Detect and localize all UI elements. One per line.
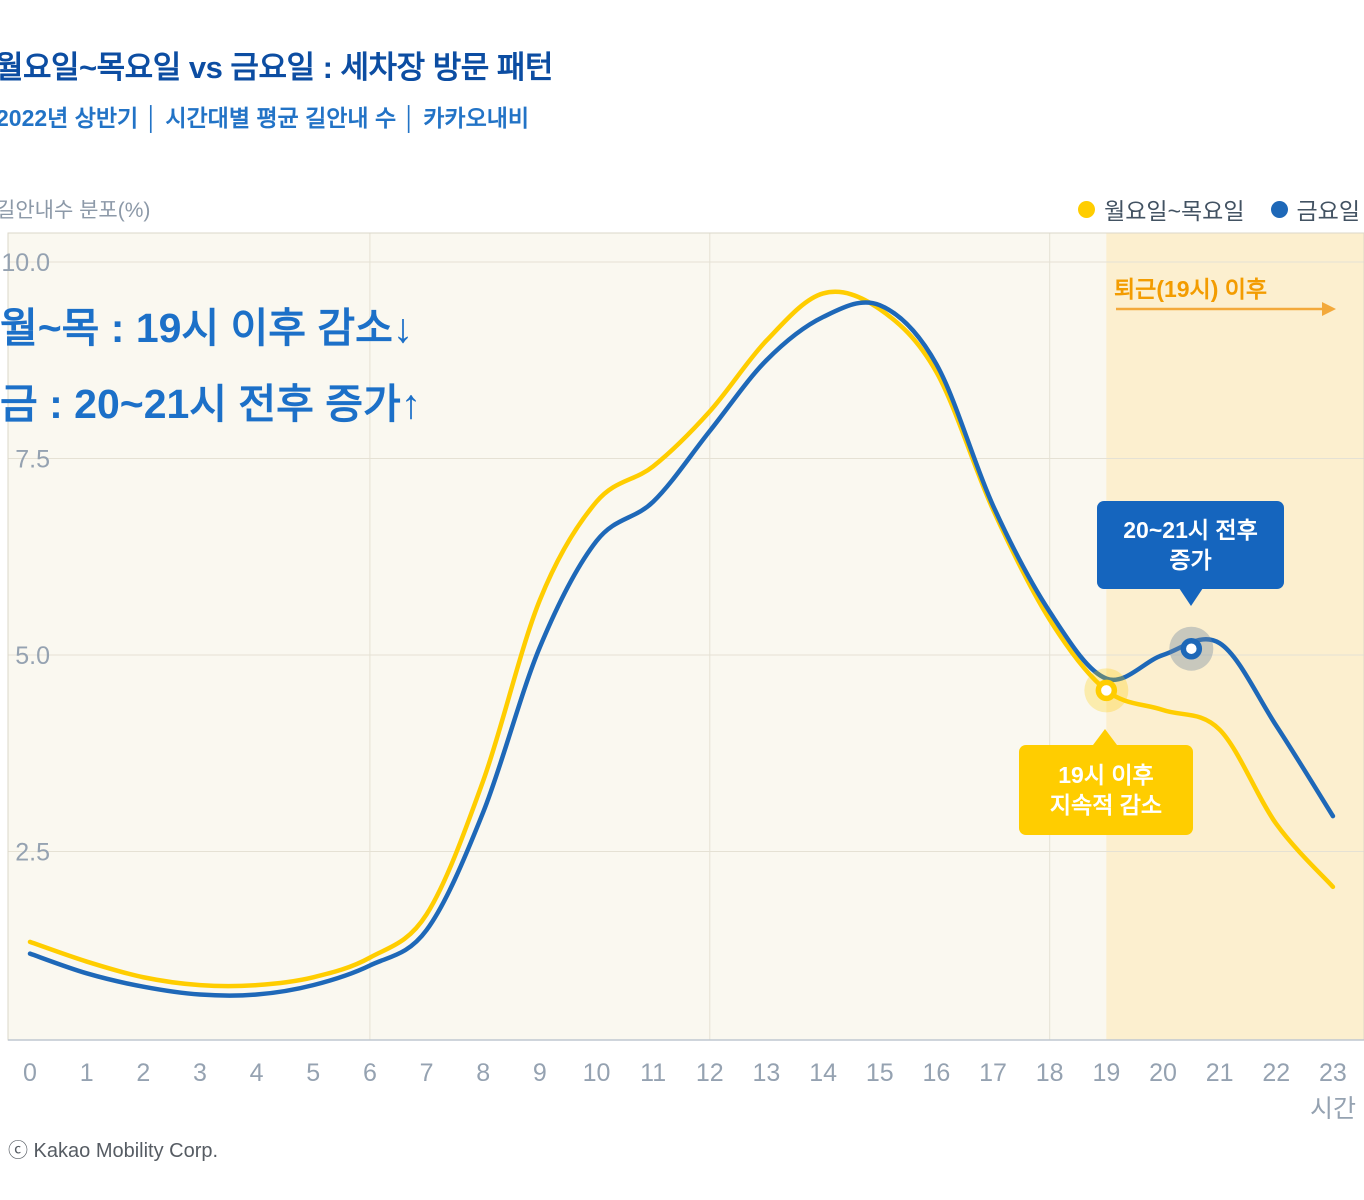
y-axis-title: 길안내수 분포(%) (0, 199, 151, 222)
x-tick-label: 0 (23, 1059, 37, 1087)
x-tick-label: 3 (193, 1059, 207, 1087)
x-tick-label: 10 (583, 1059, 611, 1087)
legend-item-monthu: 월요일~목요일 (1078, 192, 1245, 226)
x-tick-label: 16 (922, 1059, 950, 1087)
legend: 월요일~목요일 금요일 (1078, 192, 1360, 226)
marker-point (1095, 679, 1118, 702)
x-tick-label: 19 (1092, 1059, 1120, 1087)
legend-item-friday: 금요일 (1270, 192, 1360, 226)
x-axis-label: 시간 (1310, 1095, 1356, 1123)
after-work-band (1106, 233, 1364, 1040)
y-tick-label: 10.0 (1, 249, 50, 277)
legend-dot-monthu-icon (1078, 200, 1096, 218)
legend-label-friday: 금요일 (1296, 198, 1360, 224)
x-tick-label: 17 (979, 1059, 1007, 1087)
x-tick-label: 7 (420, 1059, 434, 1087)
copyright-text: ⓒ Kakao Mobility Corp. (8, 1140, 219, 1162)
page-title: 월요일~목요일 vs 금요일 : 세차장 방문 패턴 (0, 50, 553, 85)
y-tick-label: 7.5 (15, 446, 50, 474)
x-tick-label: 9 (533, 1059, 547, 1087)
x-tick-label: 18 (1036, 1059, 1064, 1087)
x-tick-label: 12 (696, 1059, 724, 1087)
x-tick-label: 15 (866, 1059, 894, 1087)
y-tick-label: 5.0 (15, 642, 50, 670)
x-tick-label: 14 (809, 1059, 837, 1087)
page-subtitle: 2022년 상반기 │ 시간대별 평균 길안내 수 │ 카카오내비 (0, 105, 530, 131)
x-tick-label: 13 (753, 1059, 781, 1087)
x-tick-label: 11 (640, 1059, 666, 1087)
x-tick-label: 22 (1262, 1059, 1290, 1087)
x-tick-label: 1 (80, 1059, 94, 1087)
x-tick-label: 8 (476, 1059, 490, 1087)
series-line-friday (27, 300, 1336, 998)
x-tick-label: 21 (1206, 1059, 1234, 1087)
x-tick-label: 23 (1319, 1059, 1347, 1087)
band-arrow-head-icon (1322, 302, 1336, 316)
y-tick-label: 2.5 (15, 839, 50, 867)
x-tick-label: 5 (306, 1059, 320, 1087)
x-tick-label: 2 (136, 1059, 150, 1087)
legend-label-monthu: 월요일~목요일 (1104, 198, 1245, 224)
legend-dot-friday-icon (1270, 200, 1288, 218)
x-tick-label: 6 (363, 1059, 377, 1087)
x-tick-label: 4 (250, 1059, 264, 1087)
marker-point (1180, 637, 1203, 660)
x-tick-label: 20 (1149, 1059, 1177, 1087)
footer: ⓒ Kakao Mobility Corp. (8, 1134, 218, 1163)
